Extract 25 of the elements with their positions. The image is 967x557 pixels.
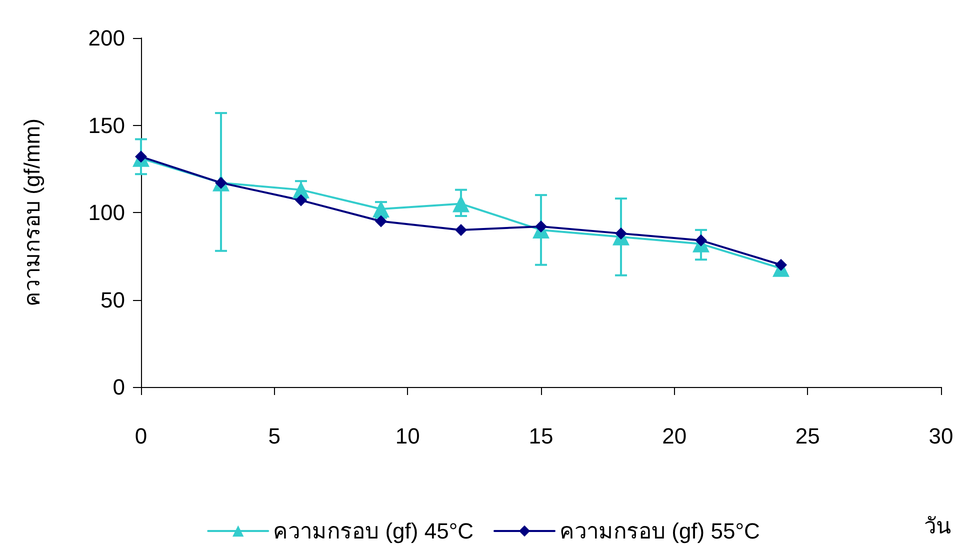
x-tick-label: 20 (662, 424, 687, 448)
point (775, 258, 787, 271)
x-tick-label: 10 (395, 424, 420, 448)
x-tick-label: 0 (134, 424, 148, 448)
y-axis-title: ความกรอบ (gf/mm) (20, 118, 44, 306)
x-tick-label: 30 (928, 424, 954, 448)
y-tick-label: 100 (88, 200, 125, 225)
legend-label: ความกรอบ (gf) 55°C (560, 518, 760, 544)
legend-label: ความกรอบ (gf) 45°C (273, 518, 474, 544)
point (295, 194, 307, 206)
y-tick-label: 50 (100, 287, 125, 312)
x-axis-title: วัน (924, 514, 951, 538)
point (135, 150, 147, 163)
point (535, 220, 547, 232)
point (452, 195, 470, 212)
x-tick-label: 15 (528, 424, 554, 448)
point (375, 215, 387, 228)
point (695, 234, 707, 246)
y-tick-label: 150 (88, 112, 125, 138)
y-tick-label: 200 (88, 26, 125, 50)
x-tick-label: 5 (268, 424, 280, 448)
point (615, 227, 627, 240)
x-tick-label: 25 (795, 424, 820, 448)
point (455, 224, 467, 236)
y-tick-label: 0 (112, 374, 125, 400)
